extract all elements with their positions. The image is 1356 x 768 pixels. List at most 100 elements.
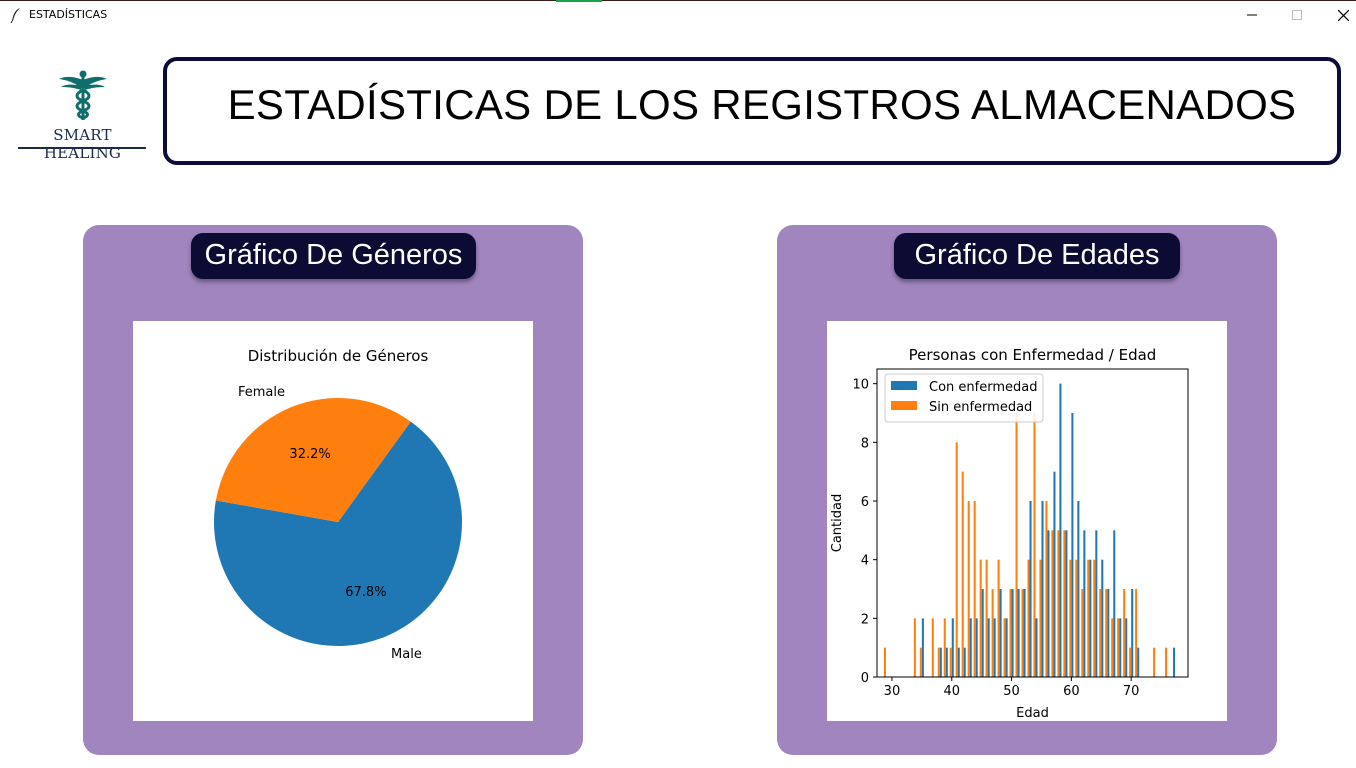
bar-sin-enfermedad [883, 647, 886, 677]
bar-con-enfermedad [981, 589, 984, 677]
bar-con-enfermedad [969, 618, 972, 677]
pie-pct-label-male: 67.8% [345, 585, 386, 600]
bar-sin-enfermedad [1087, 559, 1090, 677]
x-tick-label: 40 [943, 684, 960, 699]
bar-con-enfermedad [1125, 618, 1128, 677]
pie-label-male: Male [391, 647, 422, 662]
bar-sin-enfermedad [1039, 559, 1042, 677]
bar-sin-enfermedad [1021, 589, 1024, 677]
bar-sin-enfermedad [1135, 589, 1138, 677]
feather-icon [10, 8, 20, 23]
bar-sin-enfermedad [1099, 589, 1102, 677]
bar-con-enfermedad [975, 618, 978, 677]
header-banner: ESTADÍSTICAS DE LOS REGISTROS ALMACENADO… [163, 57, 1341, 165]
bar-sin-enfermedad [1117, 618, 1120, 677]
bar-con-enfermedad [1077, 501, 1080, 677]
bar-sin-enfermedad [949, 647, 952, 677]
x-tick-label: 70 [1123, 684, 1140, 699]
bar-con-enfermedad [1173, 647, 1176, 677]
pie-label-female: Female [238, 385, 285, 400]
bar-sin-enfermedad [1123, 589, 1126, 677]
bar-sin-enfermedad [1063, 530, 1066, 677]
y-tick-label: 4 [861, 554, 869, 569]
maximize-button[interactable] [1274, 0, 1320, 30]
bar-con-enfermedad [1131, 589, 1134, 677]
close-button[interactable] [1320, 0, 1356, 30]
bar-sin-enfermedad [985, 559, 988, 677]
maximize-icon [1292, 10, 1302, 20]
bar-con-enfermedad [1065, 530, 1068, 677]
bar-sin-enfermedad [1153, 647, 1156, 677]
bar-sin-enfermedad [913, 618, 916, 677]
bar-sin-enfermedad [1027, 559, 1030, 677]
genders-panel: Gráfico De Géneros Distribución de Géner… [83, 225, 583, 755]
titlebar-top-border [0, 0, 1356, 1]
bar-con-enfermedad [945, 647, 948, 677]
x-axis-label: Edad [1016, 706, 1049, 721]
bar-con-enfermedad [987, 618, 990, 677]
bar-sin-enfermedad [1081, 589, 1084, 677]
bar-sin-enfermedad [1105, 589, 1108, 677]
bar-con-enfermedad [921, 618, 924, 677]
ages-panel-title: Gráfico De Edades [894, 233, 1180, 279]
bar-sin-enfermedad [997, 559, 1000, 677]
bar-sin-enfermedad [1015, 413, 1018, 677]
window-titlebar: ESTADÍSTICAS [0, 0, 1356, 30]
bar-con-enfermedad [957, 647, 960, 677]
x-tick-label: 60 [1063, 684, 1080, 699]
bar-sin-enfermedad [1033, 413, 1036, 677]
bar-sin-enfermedad [1111, 618, 1114, 677]
y-tick-label: 6 [861, 495, 869, 510]
x-tick-label: 30 [884, 684, 901, 699]
legend-swatch-con [891, 381, 917, 390]
minimize-icon [1247, 14, 1257, 16]
bar-con-enfermedad [993, 618, 996, 677]
legend-label-sin: Sin enfermedad [929, 400, 1032, 415]
bar-con-enfermedad [1089, 559, 1092, 677]
bar-con-enfermedad [999, 589, 1002, 677]
bar-sin-enfermedad [1069, 559, 1072, 677]
bar-con-enfermedad [1095, 530, 1098, 677]
bar-sin-enfermedad [955, 442, 958, 677]
bar-con-enfermedad [1113, 530, 1116, 677]
bar-sin-enfermedad [1165, 647, 1168, 677]
bar-con-enfermedad [1059, 383, 1062, 677]
minimize-button[interactable] [1229, 0, 1275, 30]
bar-con-enfermedad [963, 647, 966, 677]
bar-sin-enfermedad [1003, 618, 1006, 677]
bar-con-enfermedad [1029, 501, 1032, 677]
bar-con-enfermedad [1023, 589, 1026, 677]
bar-con-enfermedad [1005, 618, 1008, 677]
bar-con-enfermedad [1137, 647, 1140, 677]
bar-con-enfermedad [1041, 501, 1044, 677]
ages-panel: Gráfico De Edades Personas con Enfermeda… [777, 225, 1277, 755]
bar-con-enfermedad [1083, 530, 1086, 677]
logo-text: SMART HEALING [43, 126, 122, 162]
bar-sin-enfermedad [1051, 530, 1054, 677]
bar-sin-enfermedad [1057, 530, 1060, 677]
bar-con-enfermedad [1047, 530, 1050, 677]
pie-title: Distribución de Géneros [248, 347, 429, 365]
age-histogram-chart: Personas con Enfermedad / Edad 30 40 50 60 70… [827, 321, 1227, 721]
bar-con-enfermedad [1071, 413, 1074, 677]
bar-sin-enfermedad [937, 647, 940, 677]
page-title: ESTADÍSTICAS DE LOS REGISTROS ALMACENADO… [227, 81, 1297, 128]
pie-slice-female [215, 397, 411, 522]
pie-pct-label-female: 32.2% [289, 447, 330, 462]
y-tick-label: 8 [861, 436, 869, 451]
y-tick-label: 2 [861, 612, 869, 627]
gender-pie-chart: Distribución de Géneros 67.8% Male 32.2% Fem… [133, 321, 533, 721]
smart-healing-logo: SMART HEALING [15, 70, 150, 162]
bar-sin-enfermedad [1009, 589, 1012, 677]
y-axis-label: Cantidad [830, 494, 845, 552]
bar-con-enfermedad [1053, 471, 1056, 677]
bar-sin-enfermedad [943, 618, 946, 677]
bar-con-enfermedad [939, 647, 942, 677]
bar-title: Personas con Enfermedad / Edad [909, 346, 1157, 364]
caduceus-icon [59, 70, 107, 120]
legend-swatch-sin [891, 401, 917, 410]
genders-panel-title: Gráfico De Géneros [191, 233, 476, 279]
legend-label-con: Con enfermedad [929, 380, 1037, 395]
bar-sin-enfermedad [973, 501, 976, 677]
